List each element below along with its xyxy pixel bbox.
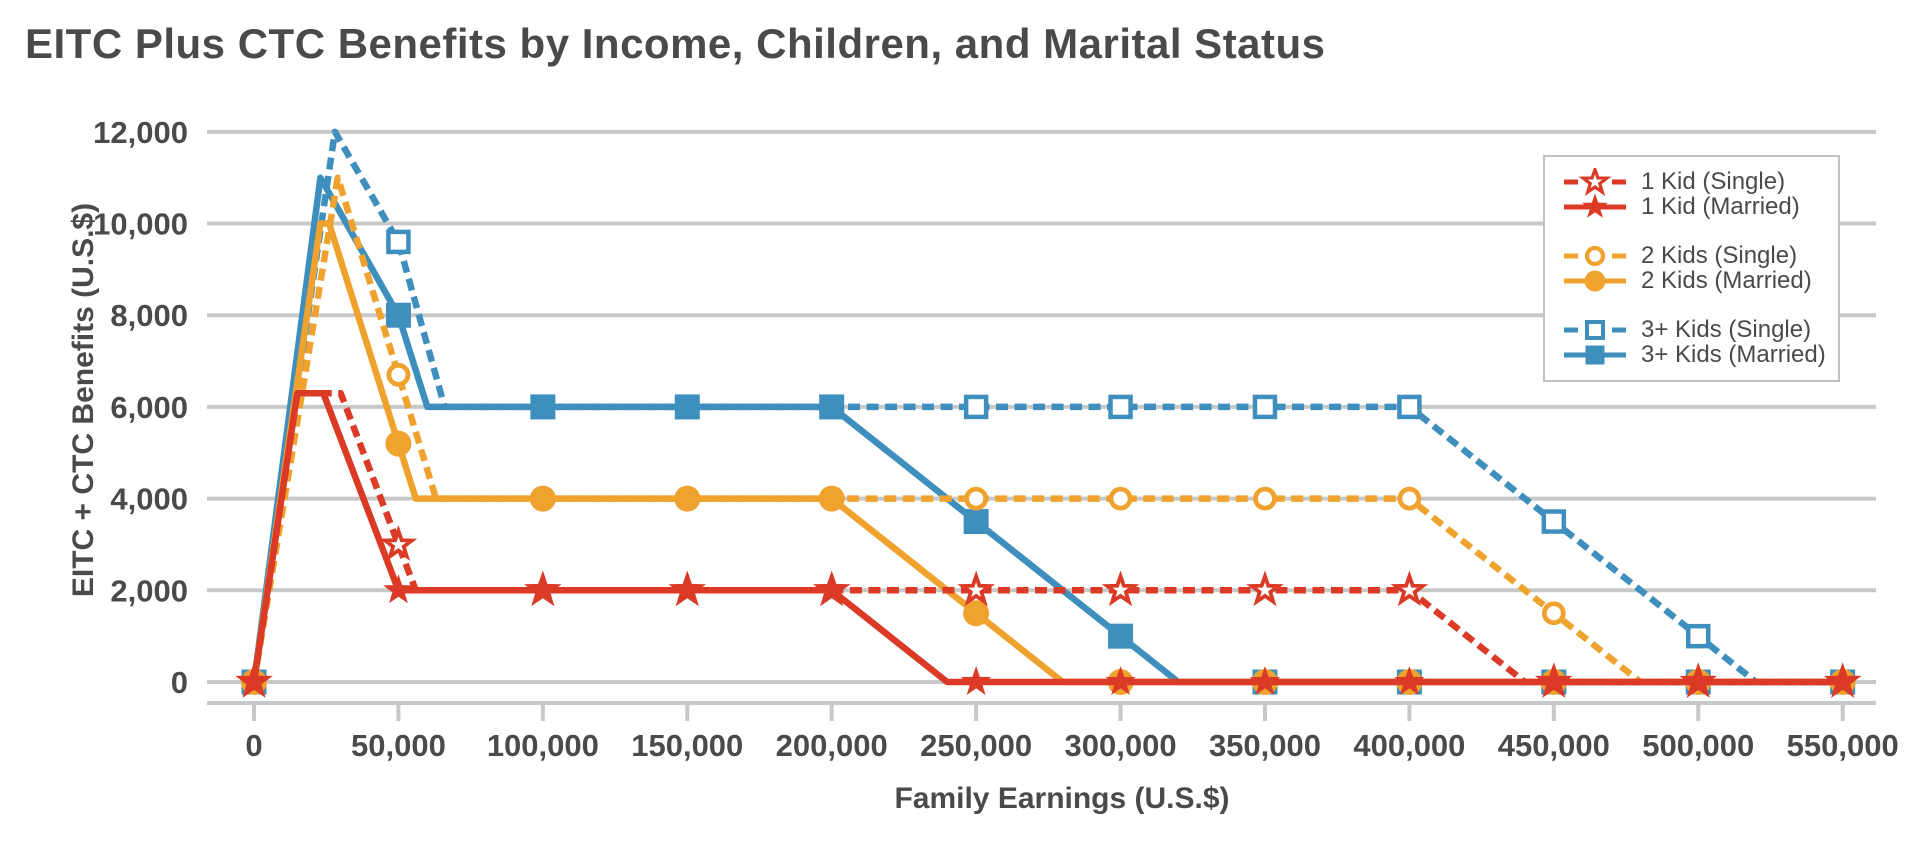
legend-label-3-kids-single: 3+ Kids (Single) bbox=[1641, 316, 1812, 343]
legend-label-2-kids-single: 2 Kids (Single) bbox=[1641, 242, 1798, 269]
marker-2-kids-married-100000 bbox=[529, 485, 556, 512]
y-tick-label-0: 0 bbox=[171, 665, 188, 700]
y-tick-label-4000: 4,000 bbox=[110, 482, 188, 517]
marker-2-kids-married-200000 bbox=[818, 485, 845, 512]
legend-item-3-kids-single: 3+ Kids (Single) bbox=[1563, 316, 1838, 343]
marker-2-kids-single-300000 bbox=[1108, 486, 1133, 511]
marker-1-kid-single-350000 bbox=[1246, 570, 1284, 607]
marker-1-kid-married-450000 bbox=[1538, 666, 1570, 695]
x-axis-title: Family Earnings (U.S.$) bbox=[894, 782, 1230, 815]
marker-3-kids-single-400000 bbox=[1397, 394, 1422, 420]
x-tick-label-250000: 250,000 bbox=[920, 728, 1032, 763]
legend-sample-2-kids-single bbox=[1564, 245, 1626, 267]
marker-3-kids-single-500000 bbox=[1686, 623, 1711, 649]
legend-sample-3-kids-single bbox=[1564, 320, 1626, 340]
marker-1-kid-married-150000 bbox=[672, 574, 703, 604]
marker-2-kids-single-400000 bbox=[1397, 486, 1422, 511]
marker-1-kid-single-250000 bbox=[957, 570, 995, 607]
legend-item-2-kids-single: 2 Kids (Single) bbox=[1563, 242, 1838, 269]
x-tick-label-100000: 100,000 bbox=[487, 728, 599, 763]
legend-label-3-kids-married: 3+ Kids (Married) bbox=[1641, 341, 1826, 368]
series-line-1-kid-single bbox=[250, 389, 1843, 686]
x-tick-label-550000: 550,000 bbox=[1787, 728, 1899, 763]
legend-label-1-kid-married: 1 Kid (Married) bbox=[1641, 193, 1800, 220]
legend-item-3-kids-married: 3+ Kids (Married) bbox=[1563, 341, 1838, 368]
x-tick-label-150000: 150,000 bbox=[631, 728, 743, 763]
x-tick-label-300000: 300,000 bbox=[1065, 728, 1177, 763]
marker-1-kid-single-400000 bbox=[1390, 570, 1429, 607]
x-tick-label-400000: 400,000 bbox=[1353, 728, 1465, 763]
marker-1-kid-married-50000 bbox=[383, 574, 414, 604]
x-tick-label-0: 0 bbox=[245, 728, 262, 763]
marker-1-kid-married-350000 bbox=[1249, 666, 1281, 695]
legend-sample-1-kid-married bbox=[1564, 193, 1626, 218]
y-tick-label-2000: 2,000 bbox=[110, 573, 188, 608]
marker-3-kids-single-450000 bbox=[1541, 509, 1567, 534]
marker-3-kids-married-100000 bbox=[530, 394, 556, 420]
legend-group: 1 Kid (Single) 1 Kid (Married) bbox=[1563, 168, 1838, 220]
marker-2-kids-single-450000 bbox=[1541, 601, 1566, 626]
marker-3-kids-single-50000 bbox=[386, 229, 411, 255]
marker-3-kids-single-350000 bbox=[1252, 394, 1278, 420]
marker-3-kids-married-250000 bbox=[963, 509, 989, 535]
legend-item-1-kid-single: 1 Kid (Single) bbox=[1563, 168, 1838, 196]
marker-3-kids-married-300000 bbox=[1108, 623, 1134, 649]
x-tick-label-450000: 450,000 bbox=[1498, 728, 1610, 763]
x-tick-label-200000: 200,000 bbox=[776, 728, 888, 763]
chart-title: EITC Plus CTC Benefits by Income, Childr… bbox=[25, 20, 1326, 67]
x-tick-label-50000: 50,000 bbox=[351, 728, 446, 763]
marker-1-kid-single-50000 bbox=[379, 525, 418, 561]
marker-2-kids-married-250000 bbox=[963, 600, 990, 627]
legend-item-1-kid-married: 1 Kid (Married) bbox=[1563, 193, 1838, 220]
legend-group: 2 Kids (Single) 2 Kids (Married) bbox=[1563, 242, 1838, 294]
marker-1-kid-married-550000 bbox=[1827, 666, 1858, 695]
legend-sample-1-kid-single bbox=[1564, 168, 1626, 196]
marker-1-kid-married-300000 bbox=[1105, 666, 1136, 695]
series-line-1-kid-married bbox=[250, 389, 1843, 686]
legend-item-2-kids-married: 2 Kids (Married) bbox=[1563, 267, 1838, 294]
marker-1-kid-single-300000 bbox=[1101, 570, 1140, 607]
marker-1-kid-married-100000 bbox=[527, 574, 559, 604]
legend-label-2-kids-married: 2 Kids (Married) bbox=[1641, 267, 1812, 294]
x-tick-label-350000: 350,000 bbox=[1209, 728, 1321, 763]
marker-3-kids-single-250000 bbox=[963, 394, 989, 420]
series-line-2-kids-married bbox=[250, 220, 1843, 686]
legend-label-1-kid-single: 1 Kid (Single) bbox=[1641, 168, 1786, 195]
marker-1-kid-married-400000 bbox=[1394, 666, 1425, 695]
marker-2-kids-married-150000 bbox=[674, 485, 701, 512]
marker-2-kids-single-50000 bbox=[386, 362, 411, 387]
y-tick-label-10000: 10,000 bbox=[93, 207, 188, 242]
marker-1-kid-married-500000 bbox=[1683, 666, 1714, 695]
marker-3-kids-married-200000 bbox=[819, 394, 845, 420]
y-tick-label-8000: 8,000 bbox=[110, 298, 188, 333]
marker-2-kids-single-250000 bbox=[964, 486, 989, 511]
marker-1-kid-married-200000 bbox=[816, 574, 847, 604]
legend-sample-2-kids-married bbox=[1564, 270, 1626, 292]
marker-2-kids-single-350000 bbox=[1253, 486, 1277, 511]
marker-1-kid-married-250000 bbox=[960, 666, 992, 695]
legend-group: 3+ Kids (Single) 3+ Kids (Married) bbox=[1563, 316, 1838, 368]
y-tick-label-6000: 6,000 bbox=[110, 390, 188, 425]
legend: 1 Kid (Single) 1 Kid (Married) 2 Kids (Sin… bbox=[1543, 155, 1840, 382]
legend-sample-3-kids-married bbox=[1564, 345, 1626, 365]
marker-3-kids-married-50000 bbox=[385, 302, 411, 328]
marker-2-kids-married-50000 bbox=[385, 430, 412, 457]
marker-1-kid-married-0 bbox=[238, 666, 270, 695]
marker-3-kids-married-150000 bbox=[674, 394, 700, 420]
y-tick-label-12000: 12,000 bbox=[93, 115, 188, 150]
marker-3-kids-single-300000 bbox=[1108, 394, 1133, 420]
x-tick-label-500000: 500,000 bbox=[1642, 728, 1754, 763]
